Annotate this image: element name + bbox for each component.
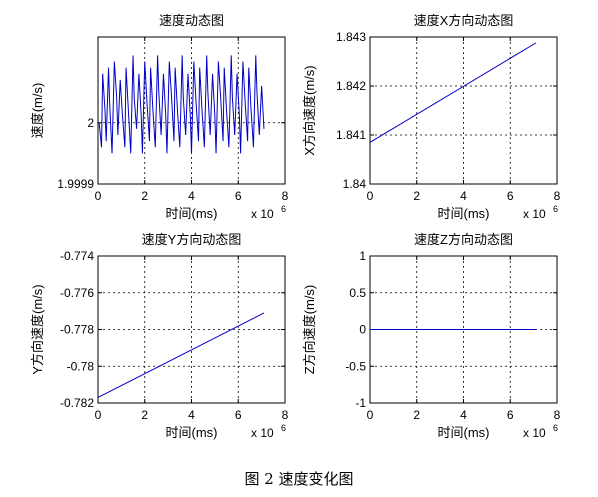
- x-exponent-label: x 10: [251, 207, 274, 221]
- x-tick-label: 6: [235, 408, 242, 422]
- x-tick-label: 0: [95, 408, 102, 422]
- x-tick-label: 2: [413, 408, 420, 422]
- y-tick-label: 0: [359, 323, 366, 337]
- y-tick-label: 1.843: [336, 30, 366, 44]
- y-tick-label: 1.84: [343, 177, 367, 191]
- x-tick-label: 0: [95, 189, 102, 203]
- x-tick-label: 2: [141, 408, 148, 422]
- chart-speed-z: 0 2 4 6 8-1-0.500.51速度Z方向动态图时间(ms)Z方向速度(m/s)…: [302, 232, 561, 440]
- y-tick-label: -0.782: [60, 396, 94, 410]
- chart-title: 速度动态图: [159, 13, 224, 28]
- plot-area: [97, 255, 286, 404]
- x-exponent-label: x 10: [523, 207, 546, 221]
- x-tick-label: 8: [554, 408, 561, 422]
- y-tick-label: -0.5: [345, 359, 366, 373]
- plot-area: [369, 36, 558, 185]
- x-tick-label: 8: [282, 408, 289, 422]
- y-tick-label: -0.78: [67, 359, 95, 373]
- x-tick-label: 0: [367, 189, 374, 203]
- x-tick-label: 8: [282, 189, 289, 203]
- y-axis-label: X方向速度(m/s): [302, 65, 317, 155]
- y-tick-label: 1.842: [336, 79, 366, 93]
- y-axis-label: Z方向速度(m/s): [302, 285, 317, 375]
- x-tick-label: 6: [507, 189, 514, 203]
- chart-speed-y: 0 2 4 6 8-0.782-0.78-0.778-0.776-0.774速度Y方向动…: [30, 232, 289, 440]
- x-tick-label: 2: [141, 189, 148, 203]
- x-axis-label: 时间(ms): [438, 206, 490, 221]
- y-tick-label: 1.841: [336, 128, 366, 142]
- x-tick-label: 4: [460, 189, 467, 203]
- x-tick-label: 4: [460, 408, 467, 422]
- y-tick-label: -0.778: [60, 323, 94, 337]
- series-line: [97, 312, 265, 398]
- series-line: [369, 42, 537, 143]
- y-tick-label: 2: [87, 116, 94, 130]
- chart-title: 速度Z方向动态图: [414, 232, 513, 247]
- y-tick-label: -0.774: [60, 249, 94, 263]
- x-exponent-label: x 10: [251, 426, 274, 440]
- x-tick-label: 2: [413, 189, 420, 203]
- x-tick-label: 4: [188, 189, 195, 203]
- x-exponent-value: 6: [553, 204, 558, 214]
- y-tick-label: -1: [355, 396, 366, 410]
- plot-area: [97, 36, 286, 185]
- chart-title: 速度Y方向动态图: [142, 232, 242, 247]
- chart-title: 速度X方向动态图: [414, 13, 514, 28]
- y-tick-label: 1.9999: [57, 177, 94, 191]
- x-tick-label: 8: [554, 189, 561, 203]
- y-axis-label: Y方向速度(m/s): [30, 284, 45, 374]
- x-tick-label: 4: [188, 408, 195, 422]
- x-axis-label: 时间(ms): [166, 425, 218, 440]
- y-tick-label: -0.776: [60, 286, 94, 300]
- x-exponent-value: 6: [553, 423, 558, 433]
- x-exponent-value: 6: [281, 423, 286, 433]
- x-tick-label: 6: [507, 408, 514, 422]
- x-exponent-value: 6: [281, 204, 286, 214]
- y-tick-label: 0.5: [349, 286, 366, 300]
- x-axis-label: 时间(ms): [166, 206, 218, 221]
- x-tick-label: 0: [367, 408, 374, 422]
- chart-speed-x: 0 2 4 6 81.841.8411.8421.843速度X方向动态图时间(ms)X方…: [302, 13, 561, 221]
- y-tick-label: 1: [359, 249, 366, 263]
- series-line: [98, 55, 265, 154]
- x-tick-label: 6: [235, 189, 242, 203]
- x-axis-label: 时间(ms): [438, 425, 490, 440]
- x-exponent-label: x 10: [523, 426, 546, 440]
- figure-caption: 图 2 速度变化图: [244, 470, 354, 488]
- y-axis-label: 速度(m/s): [30, 83, 45, 139]
